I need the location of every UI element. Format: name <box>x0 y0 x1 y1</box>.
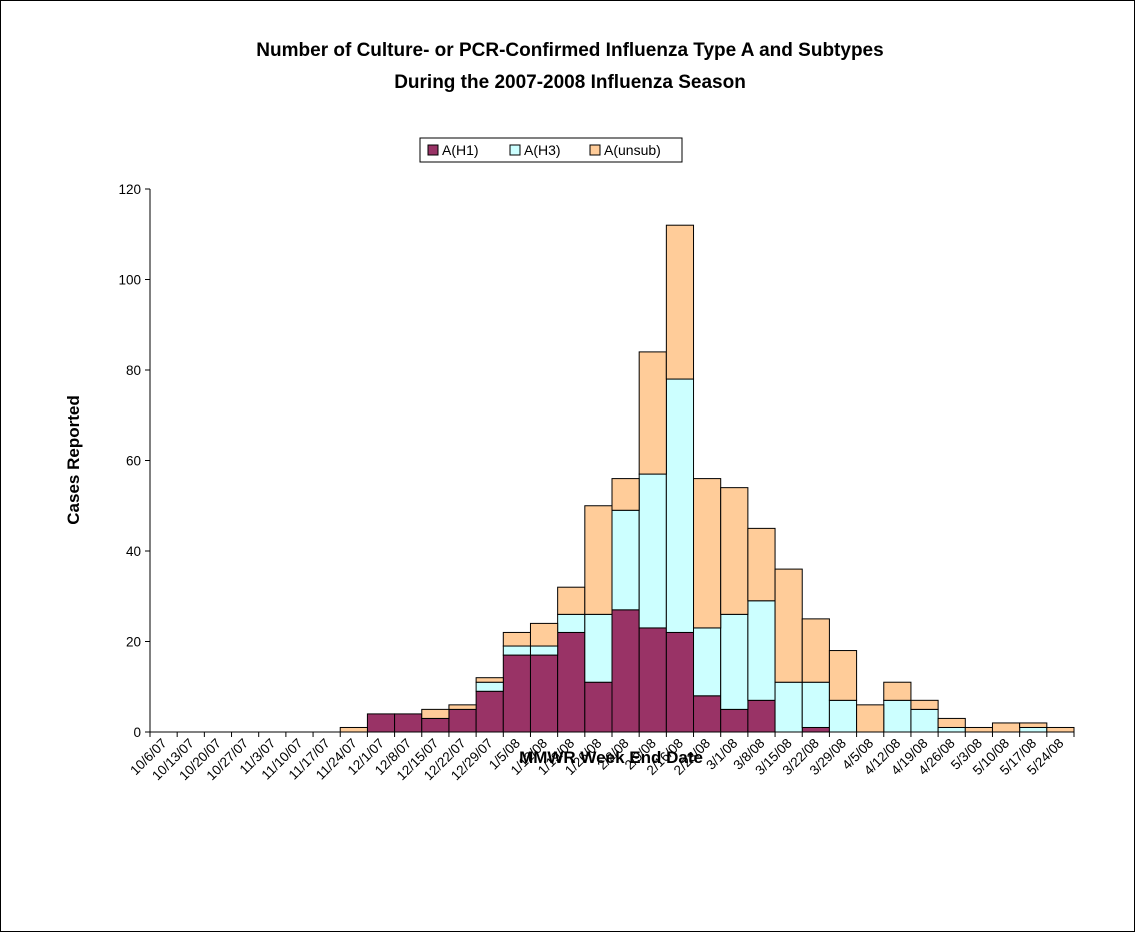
bar-segment <box>638 627 667 733</box>
bar-segment <box>611 509 640 611</box>
bar-segment <box>475 690 504 733</box>
bar-segment <box>828 699 858 733</box>
bar-segment <box>529 622 559 647</box>
legend-label: A(H1) <box>442 142 479 158</box>
bar-segment <box>394 713 423 733</box>
bar-segment <box>665 631 695 733</box>
bar-segment <box>611 478 640 511</box>
bar-segment <box>366 713 396 733</box>
x-axis-title: MMWR Week End Date <box>519 748 703 767</box>
bar-segment <box>747 699 776 733</box>
bar-segment <box>421 717 450 733</box>
bar-segment <box>448 704 477 710</box>
bar-segment <box>856 704 885 733</box>
bar-segment <box>937 726 966 733</box>
bar-segment <box>665 378 695 633</box>
bar-segment <box>747 600 776 701</box>
bar-segment <box>801 681 830 728</box>
bar-segment <box>584 613 613 683</box>
bar-segment <box>720 487 749 615</box>
bar-segment <box>475 677 504 683</box>
bar-segment <box>638 473 667 629</box>
legend-label: A(H3) <box>524 142 561 158</box>
bar-segment <box>502 631 531 647</box>
bar-segment <box>557 586 586 615</box>
y-tick-label: 120 <box>118 182 141 197</box>
bar-segment <box>720 708 749 733</box>
bar-segment <box>557 613 586 633</box>
bar-segment <box>638 351 667 475</box>
bar-segment <box>611 609 640 733</box>
bar-segment <box>991 722 1021 733</box>
bar-segment <box>502 645 531 656</box>
bar-segment <box>421 708 450 719</box>
bar-segment <box>529 645 559 656</box>
bar-segment <box>693 695 722 733</box>
bar-segment <box>801 726 830 733</box>
bar-segment <box>910 708 939 733</box>
bar-segment <box>1046 726 1075 733</box>
bar-segment <box>801 618 830 683</box>
chart-title-line: During the 2007-2008 Influenza Season <box>394 72 746 93</box>
bar-segment <box>693 478 722 629</box>
bar-segment <box>339 726 368 733</box>
bar-segment <box>720 613 749 710</box>
y-axis-title: Cases Reported <box>64 395 83 524</box>
chart-title-line: Number of Culture- or PCR-Confirmed Infl… <box>256 40 883 61</box>
bar-segment <box>529 654 559 733</box>
bar-segment <box>883 699 912 733</box>
y-tick-label: 20 <box>126 635 141 650</box>
bar-segment <box>502 654 531 733</box>
bar-segment <box>584 505 613 615</box>
bar-segment <box>883 681 912 701</box>
legend-swatch <box>427 144 439 156</box>
bar-segment <box>584 681 613 733</box>
bar-segment <box>1019 726 1048 733</box>
y-tick-label: 80 <box>126 363 141 378</box>
bar-segment <box>910 699 939 710</box>
bar-segment <box>665 224 695 380</box>
y-tick-label: 40 <box>126 544 141 559</box>
bar-segment <box>1019 722 1048 728</box>
bar-segment <box>774 681 803 733</box>
bar-segment <box>557 631 586 733</box>
legend-label: A(unsub) <box>604 142 661 158</box>
bar-segment <box>964 726 993 733</box>
bar-segment <box>774 568 803 683</box>
bar-segment <box>828 650 858 701</box>
bar-segment <box>693 627 722 697</box>
bar-segment <box>448 708 477 733</box>
y-tick-label: 100 <box>118 273 141 288</box>
y-tick-label: 0 <box>133 725 141 740</box>
legend-swatch <box>509 144 521 156</box>
y-tick-label: 60 <box>126 454 141 469</box>
bar-segment <box>475 681 504 692</box>
legend-swatch <box>589 144 601 156</box>
bar-segment <box>747 527 776 602</box>
bar-segment <box>937 717 966 728</box>
legend-box <box>419 137 683 163</box>
